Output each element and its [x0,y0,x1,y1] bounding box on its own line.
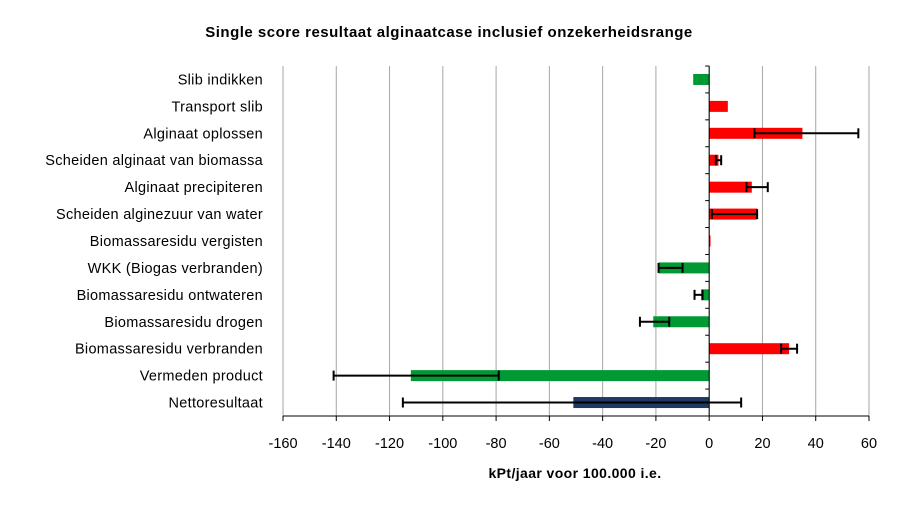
x-tick-label: -100 [428,436,457,452]
bar [709,181,752,193]
category-label: Alginaat oplossen [143,126,263,142]
category-label: Slib indikken [178,72,263,88]
category-label: Scheiden alginaat van biomassa [45,153,263,169]
category-labels: Slib indikken Transport slib Alginaat oplo… [45,72,263,411]
chart-title: Single score resultaat alginaatcase incl… [205,24,693,41]
category-label: Biomassaresidu ontwateren [77,288,263,304]
category-label: Vermeden product [140,369,263,385]
category-label: Scheiden alginezuur van water [56,207,263,223]
x-tick-label: 60 [861,436,877,452]
bar [709,343,790,355]
x-tick-label: 40 [808,436,824,452]
x-tick-label: -80 [486,436,507,452]
x-axis-label: kPt/jaar voor 100.000 i.e. [488,465,661,481]
category-label: WKK (Biogas verbranden) [88,261,263,277]
category-label: Nettoresultaat [169,396,263,412]
bar [709,235,711,247]
x-tick-label: -40 [592,436,613,452]
bar [658,262,710,274]
category-label: Biomassaresidu verbranden [75,342,263,358]
gridlines [282,66,870,416]
bar [410,370,710,382]
x-tick-label: 0 [705,436,713,452]
bar [653,316,710,328]
axes [282,65,870,421]
tick-labels: -160 -140 -120 -100 -80 -60 -40 -20 0 20 40 60 [268,436,877,452]
x-tick-label: 20 [754,436,770,452]
bar [693,73,710,85]
bar [701,289,710,301]
x-tick-label: -120 [375,436,404,452]
x-tick-label: -20 [645,436,666,452]
x-tick-label: -140 [322,436,351,452]
bar [709,154,719,166]
category-label: Transport slib [172,99,264,115]
x-tick-label: -160 [268,436,297,452]
category-label: Alginaat precipiteren [125,180,264,196]
category-label: Biomassaresidu vergisten [90,234,263,250]
bar [709,100,728,112]
bars [410,73,803,409]
error-bars [332,128,860,408]
category-label: Biomassaresidu drogen [104,315,263,331]
x-tick-label: -60 [539,436,560,452]
